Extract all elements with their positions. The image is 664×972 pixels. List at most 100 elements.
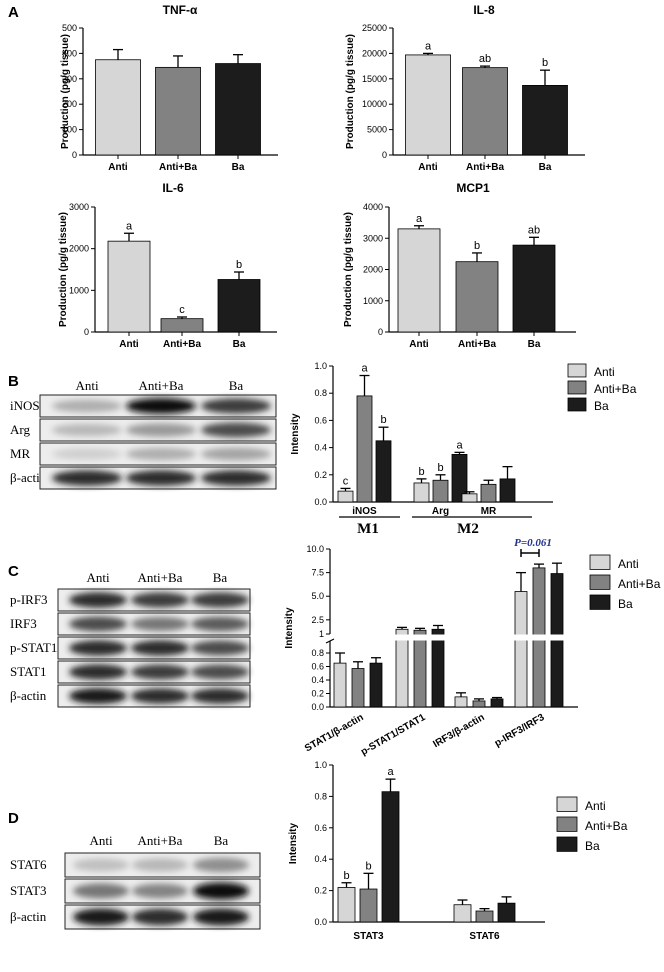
blot-band — [52, 470, 122, 486]
x-tick-label: Anti+Ba — [159, 162, 198, 173]
x-tick-label: Anti+Ba — [466, 162, 505, 173]
y-axis-label: Intensity — [290, 413, 301, 455]
significance-letter: b — [474, 240, 480, 252]
blot-band — [191, 664, 249, 680]
blot-band — [201, 398, 271, 414]
significance-letter: a — [456, 439, 463, 451]
bar-ba — [369, 662, 383, 708]
x-tick-label: p-IRF3/IRF3 — [493, 712, 547, 750]
x-tick-label: Ba — [233, 339, 246, 350]
legend-label: Anti — [585, 799, 606, 813]
y-tick-label: 2.5 — [311, 615, 324, 625]
chart-a2: IL-8 0 5000 10000 15000 20000 25000 Production … — [345, 3, 585, 173]
bar-inos-anti-plus-ba — [356, 395, 373, 503]
chart-b: 0.0 0.2 0.4 0.6 0.8 1.0 Intensity c a b iNOS b b a Arg… — [290, 361, 553, 537]
significance-letter: a — [387, 766, 394, 778]
y-tick-label: 10000 — [362, 99, 387, 109]
group-label-m1: M1 — [357, 521, 379, 537]
y-tick-label: 4000 — [363, 202, 383, 212]
x-tick-label: Ba — [232, 162, 245, 173]
bar-mr-ba — [499, 478, 516, 503]
blot-band — [191, 592, 249, 608]
y-tick-label: 0.8 — [314, 791, 327, 801]
blot-band — [191, 616, 249, 632]
bar-mr-anti-plus-ba — [480, 483, 497, 503]
lane-label: Ba — [214, 833, 229, 848]
x-tick-label: MR — [481, 506, 497, 517]
legend-d: Anti Anti+Ba Ba — [556, 796, 628, 853]
break-gap — [514, 634, 528, 641]
group-label-m2: M2 — [457, 521, 479, 537]
legend-swatch-ba — [589, 594, 611, 610]
bar-anti — [397, 228, 441, 333]
break-gap — [395, 634, 409, 641]
y-tick-label: 0.4 — [314, 854, 327, 864]
break-gap — [532, 634, 546, 641]
y-tick-label: 1000 — [363, 296, 383, 306]
significance-letter: ab — [528, 224, 540, 236]
x-tick-label: STAT1/β-actin — [303, 712, 365, 754]
bar-stat6-anti-plus-ba — [475, 910, 494, 923]
blot-row-label: β-actin — [10, 909, 47, 924]
blot-band — [69, 664, 127, 680]
blot-row-label: STAT1 — [10, 664, 47, 679]
significance-letter: c — [343, 475, 349, 487]
chart-title: TNF-α — [163, 3, 198, 17]
bar-anti — [405, 54, 451, 156]
blot-band — [73, 908, 129, 926]
x-tick-label: iNOS — [352, 506, 377, 517]
panel-label-b: B — [8, 373, 19, 390]
blot-row-label: STAT3 — [10, 883, 47, 898]
bar-anti — [333, 662, 347, 708]
y-tick-label: 0.2 — [314, 470, 327, 480]
y-tick-label: 0.2 — [314, 886, 327, 896]
legend-label: Ba — [585, 839, 600, 853]
y-tick-label: 1.0 — [314, 361, 327, 371]
significance-letter: a — [361, 363, 368, 375]
legend-swatch-anti — [589, 554, 611, 570]
lane-label: Ba — [229, 378, 244, 393]
x-tick-label: Ba — [528, 339, 541, 350]
bar-anti — [107, 240, 151, 333]
pvalue-label: P=0.061 — [514, 537, 552, 549]
break-gap — [431, 634, 445, 641]
blot-band — [131, 640, 189, 656]
blot-row-label: IRF3 — [10, 616, 37, 631]
bar-anti-plus-ba — [351, 668, 365, 708]
chart-d: 0.0 0.2 0.4 0.6 0.8 1.0 Intensity b b a STAT3 STAT6 — [288, 760, 545, 942]
legend-label: Anti — [618, 557, 639, 571]
blot-band — [193, 882, 249, 900]
x-tick-label: Anti — [119, 339, 139, 350]
lane-label: Anti — [86, 570, 110, 585]
bar-anti — [514, 591, 528, 708]
blot-band — [132, 883, 188, 899]
y-tick-label: 0 — [72, 150, 77, 160]
bar-ba — [512, 244, 556, 333]
panel-label-d: D — [8, 810, 19, 827]
bar-arg-anti — [413, 482, 430, 503]
panel-label-a: A — [8, 4, 19, 21]
bar-stat3-ba — [381, 791, 400, 923]
bar-ba — [490, 698, 504, 708]
significance-letter: b — [380, 414, 386, 426]
blot-band — [193, 908, 249, 926]
bar-inos-anti — [337, 490, 354, 503]
y-tick-label: 5.0 — [311, 591, 324, 601]
blot-band — [191, 640, 249, 656]
bar-stat6-anti — [453, 904, 472, 923]
x-tick-label: Anti — [409, 339, 429, 350]
y-tick-label: 0 — [84, 327, 89, 337]
x-tick-label: Ba — [539, 162, 552, 173]
y-axis-label: Intensity — [288, 823, 299, 865]
blot-band — [69, 640, 127, 656]
chart-a4: MCP1 0 1000 2000 3000 4000 Production (pg/g ti… — [343, 181, 576, 350]
y-tick-label: 0.8 — [311, 648, 324, 658]
significance-letter: b — [343, 870, 349, 882]
blot-band — [201, 447, 271, 461]
blot-band — [126, 470, 196, 486]
y-tick-label: 1 — [319, 629, 324, 639]
bar-anti-plus-ba — [155, 66, 201, 156]
blot-band — [69, 688, 127, 704]
y-tick-label: 0.4 — [314, 443, 327, 453]
